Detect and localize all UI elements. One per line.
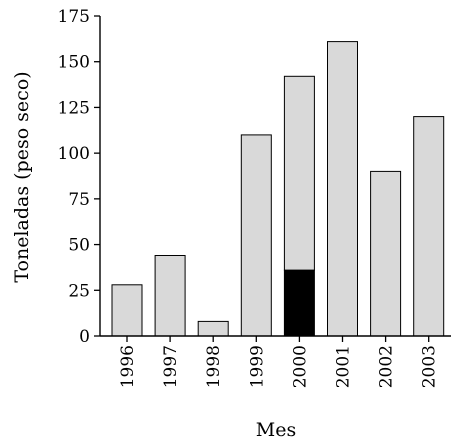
bar-2003-segment-1 [413, 116, 445, 337]
bar-1999-segment-1 [240, 134, 272, 337]
bar-1996-segment-1 [111, 284, 143, 337]
y-tick-label-125: 125 [58, 98, 90, 118]
x-tick-label-1996: 1996 [118, 345, 138, 388]
bar-2000-segment-1 [283, 75, 315, 271]
bars-group [111, 41, 445, 337]
x-tick-label-2000: 2000 [290, 345, 310, 388]
bar-1998-segment-1 [197, 320, 229, 337]
x-tick-label-1998: 1998 [204, 345, 224, 388]
x-tick-label-2003: 2003 [420, 345, 440, 388]
y-tick-label-50: 50 [68, 236, 90, 256]
x-tick-label-2001: 2001 [334, 345, 354, 388]
bar-1997-segment-1 [154, 255, 186, 337]
y-axis-title: Toneladas (peso seco) [11, 71, 33, 282]
x-tick-label-2002: 2002 [377, 345, 397, 388]
y-tick-label-175: 175 [58, 7, 90, 27]
x-tick-label-1999: 1999 [247, 345, 267, 388]
x-axis-title: Mes [256, 419, 296, 441]
y-tick-label-25: 25 [68, 281, 90, 301]
bar-2000-segment-0 [283, 269, 315, 337]
y-tick-label-100: 100 [58, 144, 90, 164]
y-tick-label-150: 150 [58, 53, 90, 73]
x-tick-label-1997: 1997 [161, 345, 181, 388]
y-tick-label-0: 0 [79, 327, 90, 347]
bar-2002-segment-1 [370, 170, 402, 337]
y-tick-label-75: 75 [68, 190, 90, 210]
bar-2001-segment-1 [327, 41, 358, 337]
axes-group: 1996 1997 1998 1999 2000 2001 2002 2003 0 25 50 75 1… [58, 7, 451, 388]
